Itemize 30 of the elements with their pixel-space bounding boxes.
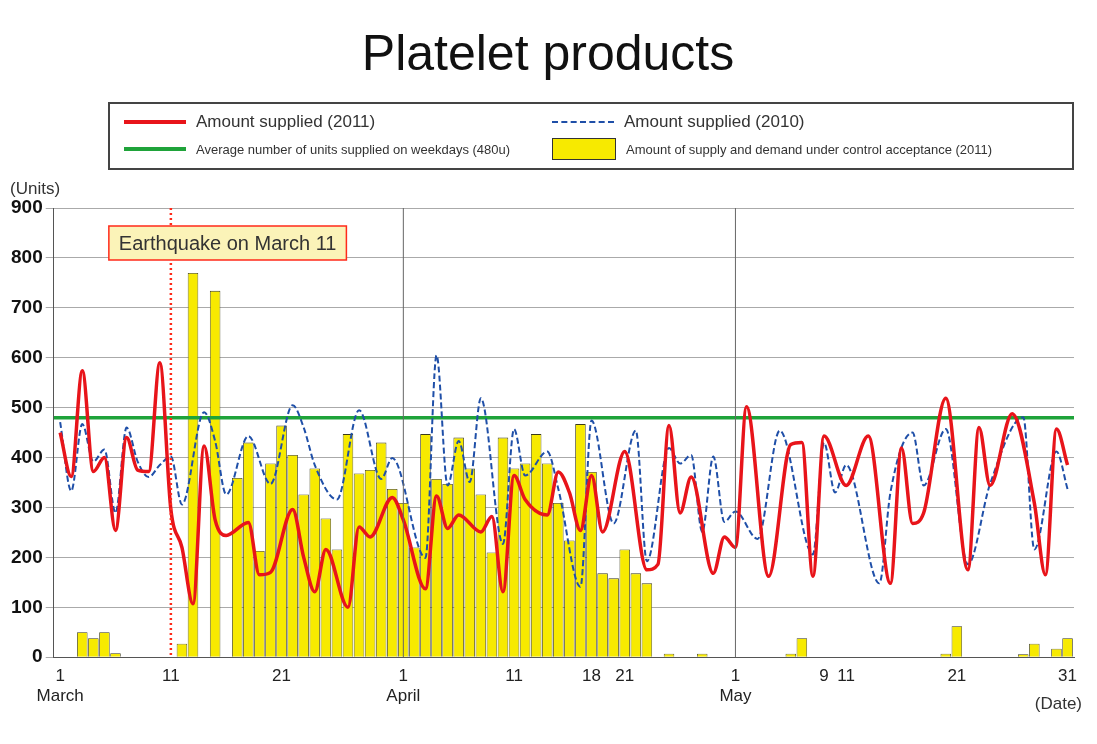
x-tick-label: 11 — [162, 666, 180, 686]
x-tick-label: 1 April — [386, 666, 421, 706]
x-tick-label: 21 — [615, 666, 635, 686]
legend-label: Amount supplied (2011) — [196, 112, 376, 132]
y-axis-title: (Units) — [10, 179, 61, 198]
x-tick-label: 31 — [1058, 666, 1077, 686]
legend-label: Average number of units supplied on weekdays (480u) — [196, 141, 511, 157]
x-tick-label: 11 — [837, 666, 855, 686]
x-tick-label: 21 — [272, 666, 292, 686]
y-tick-label: 200 — [11, 545, 43, 567]
y-tick-label: 400 — [11, 445, 43, 467]
x-tick-label: 21 — [947, 666, 967, 686]
x-tick-label: 1 May — [719, 666, 752, 706]
x-axis-title: (Date) — [1034, 694, 1082, 714]
x-tick-label: 11 — [505, 666, 523, 686]
x-tick-label: 9 — [819, 666, 829, 686]
y-tick-label: 0 — [32, 645, 43, 667]
y-tick-label: 800 — [11, 246, 43, 268]
y-tick-label: 500 — [11, 395, 43, 417]
y-tick-label: 100 — [11, 595, 43, 617]
ref-line-label: Earthquake on March 11 — [118, 231, 337, 254]
y-tick-label: 300 — [11, 495, 43, 517]
y-tick-label: 900 — [11, 196, 43, 218]
chart-title: Platelet products — [360, 24, 736, 83]
x-tick-label: 1 March — [36, 666, 84, 706]
legend-label: Amount supplied (2010) — [624, 112, 805, 132]
y-tick-label: 700 — [11, 296, 43, 318]
y-tick-label: 600 — [11, 345, 43, 367]
x-tick-label: 18 — [582, 666, 601, 686]
legend-label: Amount of supply and demand under control acceptance (2011) — [626, 141, 993, 157]
